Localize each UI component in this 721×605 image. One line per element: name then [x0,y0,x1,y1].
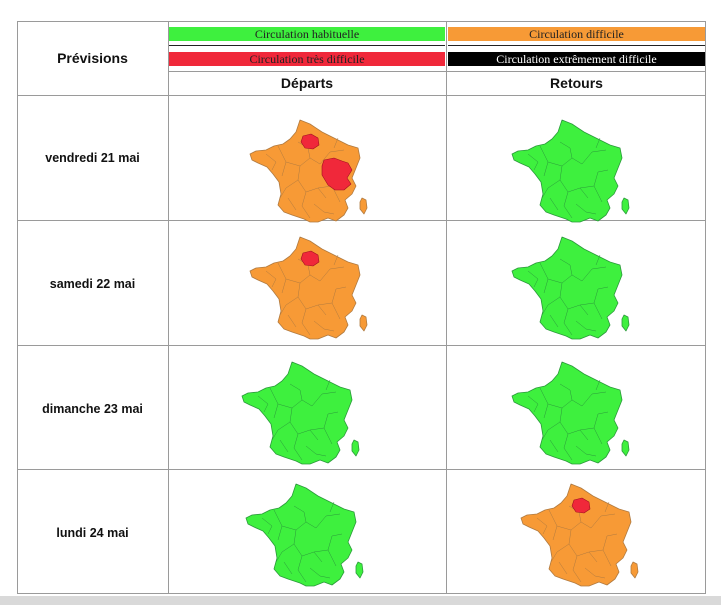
mainland-region [245,483,357,587]
page-title: Prévisions [57,50,128,66]
column-returns: Retours [550,75,603,91]
mainland-region [249,119,361,223]
france-map [510,360,634,468]
corsica-region [621,197,630,215]
header-divider [168,71,706,72]
legend-extremely-difficult-label: Circulation extrêmement difficile [496,52,657,66]
legend-difficult: Circulation difficile [448,27,705,41]
mainland-region [511,119,623,223]
row-label-day-1: vendredi 21 mai [45,151,140,165]
corsica-region [355,561,364,579]
mainland-region [249,236,361,340]
table-divider-vertical [168,21,169,594]
table-divider [17,220,706,221]
mainland-region [511,361,623,465]
department-borders [527,379,609,461]
table-border-top [17,21,706,22]
table-divider [17,469,706,470]
legend-very-difficult-label: Circulation très difficile [249,52,365,66]
legend-difficult-label: Circulation difficile [529,27,624,41]
department-borders [527,137,609,219]
france-map-svg [249,119,368,223]
table-border-bottom [17,593,706,594]
france-map-svg [511,236,630,340]
france-map-svg [511,119,630,223]
table-divider-vertical [446,21,447,594]
legend-normal: Circulation habituelle [169,27,445,41]
france-map-svg [249,236,368,340]
department-borders [527,254,609,336]
column-departures: Départs [280,75,334,91]
legend-extremely-difficult: Circulation extrêmement difficile [448,52,705,66]
table-divider [17,95,706,96]
france-map [240,360,364,468]
france-map [510,118,634,226]
department-borders [257,379,339,461]
legend-very-difficult: Circulation très difficile [169,52,445,66]
legend-normal-label: Circulation habituelle [254,27,360,41]
corsica-region [630,561,639,579]
france-map [244,482,368,590]
department-borders [261,501,343,583]
corsica-region [359,314,368,332]
corsica-region [621,439,630,457]
legend-rule [169,45,445,46]
mainland-region [241,361,353,465]
legend-rule [448,45,705,46]
paris-region-red [300,133,320,150]
table-border-right [705,21,706,594]
corsica-region [359,197,368,215]
corsica-region [621,314,630,332]
france-map-svg [511,361,630,465]
france-map-svg [241,361,360,465]
france-map-svg [245,483,364,587]
france-map [510,235,634,343]
row-label-day-2: samedi 22 mai [49,277,136,291]
row-label-day-3: dimanche 23 mai [42,402,143,416]
mainland-region [511,236,623,340]
france-map-svg [520,483,639,587]
row-label-day-4: lundi 24 mai [56,526,129,540]
france-map [519,482,643,590]
table-divider [17,345,706,346]
paris-region-red [300,250,320,267]
east-region-red [321,157,353,191]
france-map [248,235,372,343]
paris-region-red [571,497,591,514]
corsica-region [351,439,360,457]
mainland-region [520,483,632,587]
table-border-left [17,21,18,594]
bottom-strip [0,596,721,605]
france-map [248,118,372,226]
